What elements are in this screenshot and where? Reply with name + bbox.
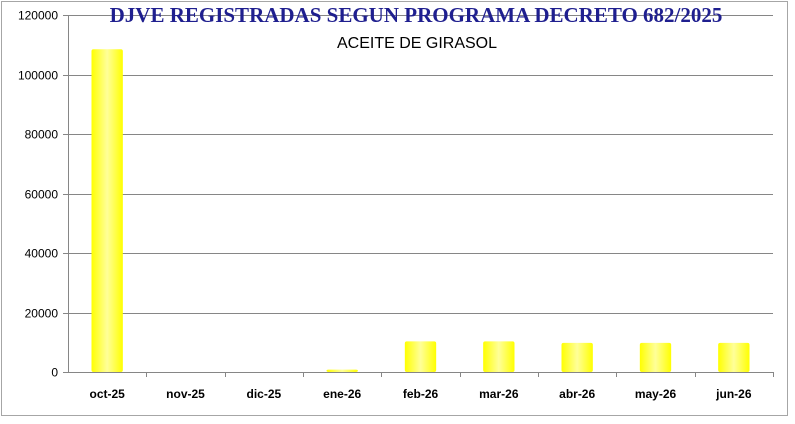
x-tick-label-may-26: may-26 [635,387,677,401]
bar-may-26 [639,342,672,372]
chart-title: DJVE REGISTRADAS SEGUN PROGRAMA DECRETO … [110,3,723,27]
x-tick-label-jun-26: jun-26 [715,387,752,401]
y-tick-label: 40000 [25,247,59,261]
y-tick-label: 100000 [18,69,58,83]
x-tick-label-feb-26: feb-26 [403,387,439,401]
y-tick-label: 120000 [18,9,58,23]
x-tick-label-oct-25: oct-25 [89,387,125,401]
gridlines [68,15,773,314]
bar-jun-26 [718,342,750,372]
bar-mar-26 [483,341,515,372]
bar-ene-26 [326,369,358,372]
y-tick-label: 20000 [25,307,59,321]
bar-oct-25 [91,49,123,373]
x-tick-label-abr-26: abr-26 [559,387,595,401]
axes [63,15,774,377]
bar-abr-26 [561,342,593,372]
bar-feb-26 [404,341,437,372]
y-tick-label: 0 [51,366,58,380]
y-tick-label: 80000 [25,128,59,142]
y-axis-tick-labels: 0 20000 40000 60000 80000 100000 120000 [18,9,58,380]
x-tick-label-nov-25: nov-25 [166,387,205,401]
bars [91,49,750,373]
x-tick-label-dic-25: dic-25 [246,387,281,401]
chart-subtitle: ACEITE DE GIRASOL [337,35,497,52]
x-tick-label-mar-26: mar-26 [479,387,519,401]
x-tick-label-ene-26: ene-26 [323,387,361,401]
x-axis-tick-labels: oct-25 nov-25 dic-25 ene-26 feb-26 mar-26 abr-… [89,387,751,401]
y-tick-label: 60000 [25,188,59,202]
